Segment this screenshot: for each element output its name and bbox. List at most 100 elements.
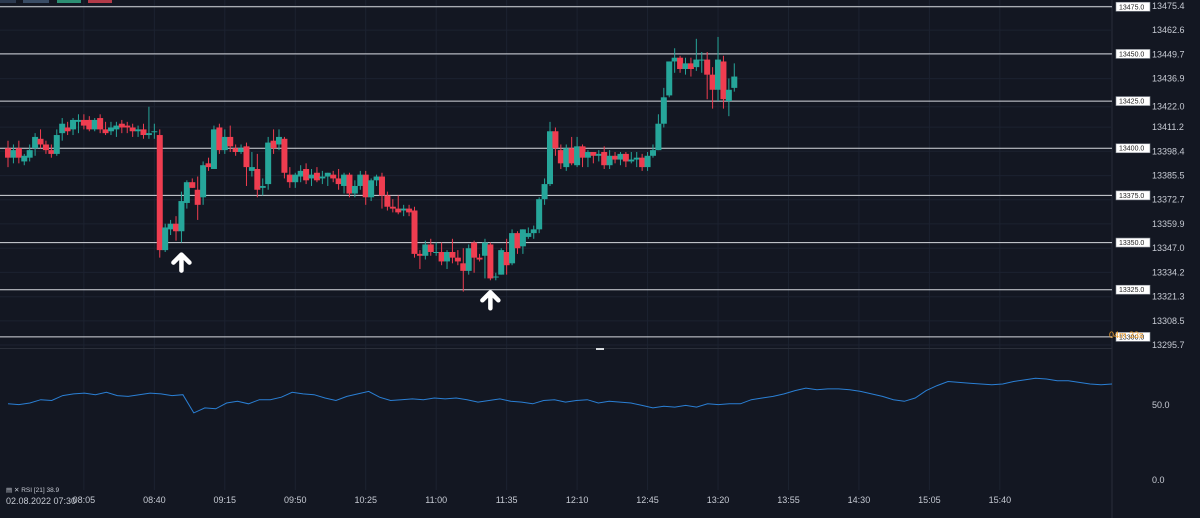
- candle[interactable]: [579, 144, 586, 168]
- candle[interactable]: [227, 125, 234, 153]
- candle[interactable]: [205, 157, 212, 171]
- candle[interactable]: [444, 250, 451, 269]
- candle[interactable]: [601, 146, 608, 169]
- candle[interactable]: [704, 52, 711, 100]
- candle[interactable]: [118, 119, 125, 134]
- candle[interactable]: [481, 238, 488, 279]
- candle[interactable]: [628, 152, 635, 164]
- candle[interactable]: [276, 129, 282, 151]
- candle[interactable]: [308, 168, 315, 186]
- candle[interactable]: [519, 229, 526, 254]
- candle[interactable]: [698, 52, 705, 73]
- candle[interactable]: [173, 216, 180, 241]
- candle[interactable]: [655, 114, 662, 151]
- candle[interactable]: [639, 153, 646, 171]
- candle[interactable]: [395, 195, 402, 215]
- candle[interactable]: [351, 180, 358, 198]
- candle[interactable]: [346, 172, 353, 198]
- candle[interactable]: [97, 114, 104, 134]
- candle[interactable]: [449, 238, 456, 264]
- candle[interactable]: [107, 121, 114, 136]
- candle[interactable]: [254, 153, 261, 198]
- candle[interactable]: [341, 172, 348, 194]
- candle[interactable]: [682, 57, 689, 75]
- candle[interactable]: [324, 172, 331, 186]
- candle[interactable]: [709, 67, 716, 109]
- candle[interactable]: [221, 129, 228, 154]
- candle[interactable]: [633, 152, 640, 168]
- candle[interactable]: [612, 152, 619, 164]
- pane-divider-handle[interactable]: [596, 348, 604, 350]
- candle[interactable]: [319, 170, 326, 185]
- candle[interactable]: [671, 48, 678, 73]
- candle[interactable]: [194, 176, 201, 220]
- candle[interactable]: [422, 240, 429, 260]
- candle[interactable]: [574, 136, 581, 168]
- candle[interactable]: [563, 144, 570, 171]
- candle[interactable]: [454, 250, 461, 266]
- candle[interactable]: [606, 150, 613, 169]
- candle[interactable]: [693, 38, 700, 71]
- candle[interactable]: [216, 123, 223, 154]
- candle[interactable]: [178, 191, 185, 243]
- candle[interactable]: [400, 204, 407, 217]
- candle[interactable]: [124, 121, 131, 134]
- candle[interactable]: [715, 36, 722, 102]
- candle[interactable]: [590, 152, 597, 164]
- candle[interactable]: [677, 55, 684, 73]
- candle[interactable]: [498, 248, 505, 275]
- candle[interactable]: [113, 121, 120, 137]
- candle[interactable]: [270, 129, 277, 154]
- candle[interactable]: [297, 165, 304, 183]
- candle[interactable]: [167, 219, 174, 236]
- candle[interactable]: [487, 242, 494, 281]
- candle[interactable]: [140, 123, 147, 139]
- rsi-indicator-label[interactable]: ▤ ✕ RSI [21] 38.9: [6, 486, 59, 494]
- candle[interactable]: [644, 152, 651, 171]
- candle[interactable]: [357, 170, 364, 190]
- candle[interactable]: [373, 174, 380, 186]
- candle[interactable]: [525, 227, 532, 239]
- candle[interactable]: [687, 57, 694, 77]
- candle[interactable]: [368, 178, 375, 202]
- candle[interactable]: [281, 136, 288, 179]
- candle[interactable]: [200, 161, 207, 205]
- candle[interactable]: [406, 204, 413, 217]
- candle[interactable]: [725, 78, 732, 117]
- candle[interactable]: [48, 144, 55, 158]
- candle[interactable]: [584, 150, 591, 168]
- candle[interactable]: [70, 118, 77, 136]
- candle[interactable]: [666, 61, 673, 98]
- candle[interactable]: [509, 229, 516, 266]
- candle[interactable]: [552, 127, 559, 156]
- candle[interactable]: [86, 116, 93, 132]
- candle[interactable]: [129, 123, 136, 137]
- candle[interactable]: [731, 63, 738, 92]
- candle[interactable]: [80, 114, 87, 130]
- candle[interactable]: [427, 238, 434, 256]
- candle[interactable]: [53, 129, 60, 156]
- candle[interactable]: [384, 191, 391, 211]
- candle[interactable]: [162, 223, 169, 252]
- candle[interactable]: [259, 178, 266, 196]
- candle[interactable]: [102, 121, 109, 136]
- candle[interactable]: [720, 55, 727, 109]
- candle[interactable]: [476, 253, 483, 262]
- candle[interactable]: [286, 167, 293, 188]
- candle[interactable]: [26, 144, 33, 162]
- candle[interactable]: [189, 178, 196, 188]
- candle[interactable]: [32, 133, 39, 156]
- candle[interactable]: [465, 244, 472, 275]
- candle[interactable]: [15, 140, 22, 164]
- candle[interactable]: [389, 199, 396, 213]
- candle[interactable]: [303, 163, 310, 185]
- candle[interactable]: [330, 170, 337, 183]
- candle[interactable]: [492, 272, 499, 281]
- candle[interactable]: [10, 144, 17, 164]
- candle[interactable]: [151, 123, 158, 139]
- candle[interactable]: [37, 129, 44, 149]
- candle[interactable]: [135, 125, 142, 137]
- candle[interactable]: [460, 248, 467, 292]
- candle[interactable]: [660, 87, 667, 128]
